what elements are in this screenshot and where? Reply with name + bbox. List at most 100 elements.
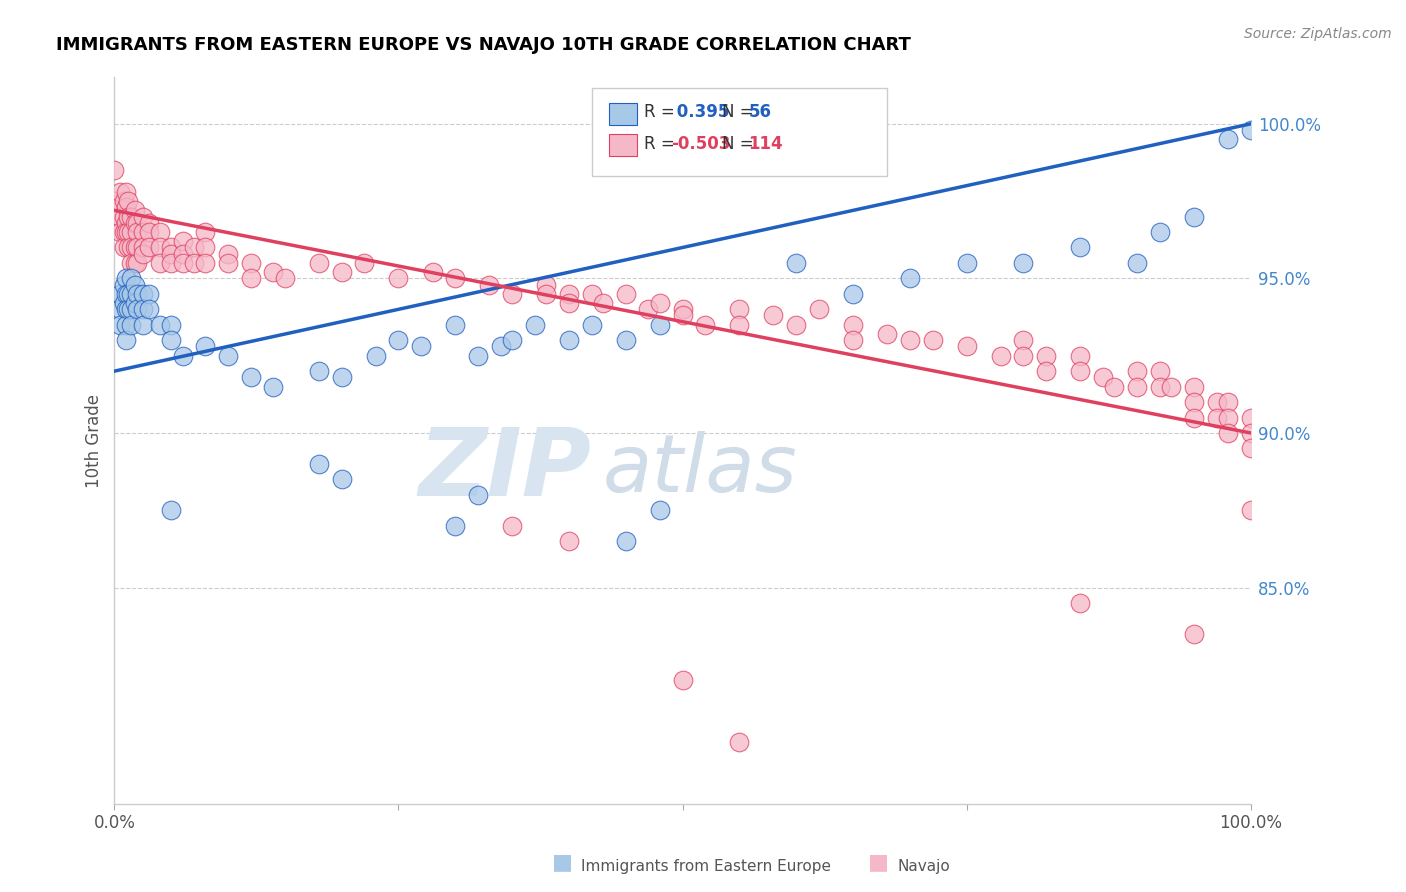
Point [330,370,353,384]
Point [330,265,353,279]
Text: Navajo: Navajo [897,859,950,874]
Point [1126,256,1149,270]
Point [112,277,135,292]
Point [467,488,489,502]
Point [1069,364,1091,378]
Point [1069,240,1091,254]
Point [160,246,183,260]
Point [422,265,444,279]
Point [648,318,671,332]
Point [112,194,135,208]
Point [117,240,139,254]
Point [1149,379,1171,393]
Point [127,256,149,270]
Point [671,302,693,317]
FancyBboxPatch shape [609,134,637,156]
Point [160,318,183,332]
Point [785,318,807,332]
Point [1104,379,1126,393]
Point [114,216,136,230]
Point [172,235,194,249]
Point [648,296,671,310]
Point [501,333,523,347]
Text: 114: 114 [748,136,783,153]
Point [1012,333,1035,347]
Point [120,225,142,239]
Point [114,302,136,317]
Point [217,349,239,363]
Point [160,503,183,517]
Y-axis label: 10th Grade: 10th Grade [86,393,103,488]
Point [1240,123,1263,137]
Point [132,286,155,301]
Point [592,296,614,310]
Text: IMMIGRANTS FROM EASTERN EUROPE VS NAVAJO 10TH GRADE CORRELATION CHART: IMMIGRANTS FROM EASTERN EUROPE VS NAVAJO… [56,36,911,54]
Point [444,518,467,533]
Point [108,210,131,224]
Point [501,518,523,533]
Point [149,256,172,270]
Point [124,240,146,254]
Point [160,333,183,347]
Point [614,333,637,347]
Point [132,302,155,317]
Text: Source: ZipAtlas.com: Source: ZipAtlas.com [1244,27,1392,41]
Point [239,370,262,384]
Point [183,256,205,270]
Point [114,318,136,332]
Point [194,339,217,353]
Text: ZIP: ZIP [419,424,592,516]
Point [117,286,139,301]
Point [120,210,142,224]
Point [1216,425,1239,440]
Point [558,286,581,301]
Point [534,277,557,292]
Text: ■: ■ [869,853,889,872]
Point [1240,425,1263,440]
Point [308,364,330,378]
Point [728,318,751,332]
Point [762,309,785,323]
Point [353,256,375,270]
Text: 0.395: 0.395 [671,103,730,121]
Point [330,472,353,486]
Point [217,246,239,260]
Text: atlas: atlas [603,431,797,508]
Point [132,210,155,224]
Point [108,286,131,301]
Point [120,271,142,285]
Point [1216,410,1239,425]
Point [149,318,172,332]
Point [103,163,125,178]
Point [534,286,557,301]
Point [1205,395,1227,409]
Point [124,203,146,218]
Point [671,673,693,688]
Point [478,277,501,292]
Point [127,216,149,230]
Point [117,210,139,224]
Point [194,256,217,270]
Point [614,286,637,301]
Point [558,296,581,310]
Point [444,271,467,285]
Point [120,286,142,301]
Point [149,240,172,254]
Point [1126,379,1149,393]
Point [1182,395,1205,409]
Point [239,256,262,270]
Point [1182,627,1205,641]
Point [1035,349,1057,363]
Point [124,277,146,292]
Point [124,216,146,230]
Point [127,286,149,301]
Point [807,302,830,317]
Point [671,309,693,323]
Text: ■: ■ [553,853,572,872]
Point [194,240,217,254]
Point [523,318,546,332]
Point [1149,225,1171,239]
Point [114,286,136,301]
Point [114,185,136,199]
Point [172,256,194,270]
